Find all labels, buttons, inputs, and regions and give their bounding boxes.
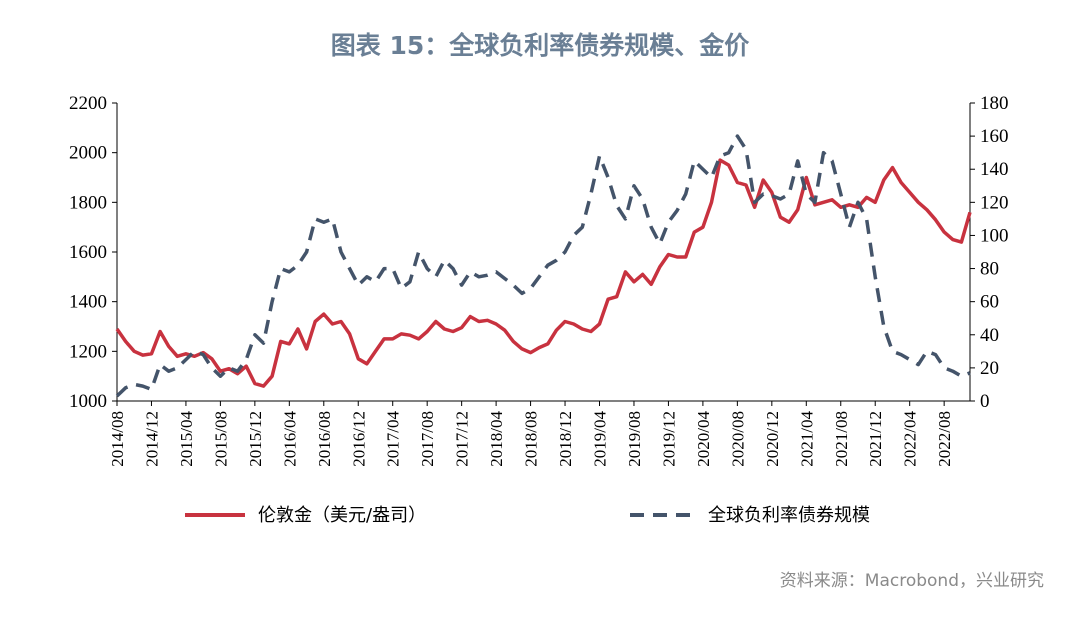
y-left-tick-label: 2200 <box>69 93 107 114</box>
x-tick-label: 2018/04 <box>487 411 506 467</box>
x-tick-label: 2015/04 <box>177 411 196 467</box>
legend: 伦敦金（美元/盎司） 全球负利率债券规模 <box>185 505 870 526</box>
x-tick-label: 2021/08 <box>832 411 851 467</box>
x-tick-label: 2014/12 <box>142 411 161 467</box>
x-tick-label: 2018/08 <box>522 411 541 467</box>
x-tick-label: 2021/12 <box>866 411 885 467</box>
x-tick-label: 2016/08 <box>315 411 334 467</box>
y-right-tick-label: 140 <box>980 159 1009 180</box>
x-tick-label: 2017/04 <box>384 411 403 467</box>
axes: 1000 1200 1400 1600 1800 2000 2200 0 20 40 60 80 100… <box>69 93 1009 467</box>
chart-title: 图表 15：全球负利率债券规模、金价 <box>330 31 750 60</box>
y-left-tick-label: 1200 <box>69 341 107 362</box>
y-left-tick-label: 1400 <box>69 292 107 313</box>
x-tick-label: 2014/08 <box>108 411 127 467</box>
legend-label-negbond: 全球负利率债券规模 <box>708 505 870 526</box>
y-right-tick-label: 60 <box>980 292 999 313</box>
x-tick-label: 2016/12 <box>349 411 368 467</box>
x-tick-label: 2017/12 <box>453 411 472 467</box>
x-tick-label: 2020/12 <box>763 411 782 467</box>
y-right-tick-label: 180 <box>980 93 1009 114</box>
y-left-tick-label: 1000 <box>69 391 107 412</box>
series-layer <box>115 134 972 398</box>
y-right-tick-label: 80 <box>980 259 999 280</box>
x-tick-label: 2022/04 <box>901 411 920 467</box>
series-line-gold <box>115 158 972 388</box>
y-left-tick-label: 1600 <box>69 242 107 263</box>
x-tick-label: 2020/08 <box>728 411 747 467</box>
y-right-tick-label: 40 <box>980 325 999 346</box>
x-tick-label: 2018/12 <box>556 411 575 467</box>
y-right-tick-label: 160 <box>980 126 1009 147</box>
y-right-tick-label: 0 <box>980 391 990 412</box>
x-tick-label: 2019/08 <box>625 411 644 467</box>
source-note: 资料来源：Macrobond，兴业研究 <box>779 571 1044 591</box>
x-tick-label: 2015/12 <box>246 411 265 467</box>
y-left-tick-label: 2000 <box>69 143 107 164</box>
legend-label-gold: 伦敦金（美元/盎司） <box>258 505 426 526</box>
series-line-negbond <box>115 134 971 398</box>
x-tick-label: 2021/04 <box>797 411 816 467</box>
y-right-tick-label: 120 <box>980 192 1009 213</box>
y-right-tick-label: 100 <box>980 225 1009 246</box>
x-tick-label: 2022/08 <box>935 411 954 467</box>
y-right-tick-label: 20 <box>980 358 999 379</box>
x-tick-label: 2019/12 <box>659 411 678 467</box>
x-tick-label: 2020/04 <box>694 411 713 467</box>
x-tick-label: 2015/08 <box>211 411 230 467</box>
x-tick-label: 2017/08 <box>418 411 437 467</box>
x-tick-label: 2016/04 <box>280 411 299 467</box>
x-tick-label: 2019/04 <box>591 411 610 467</box>
y-left-tick-label: 1800 <box>69 192 107 213</box>
